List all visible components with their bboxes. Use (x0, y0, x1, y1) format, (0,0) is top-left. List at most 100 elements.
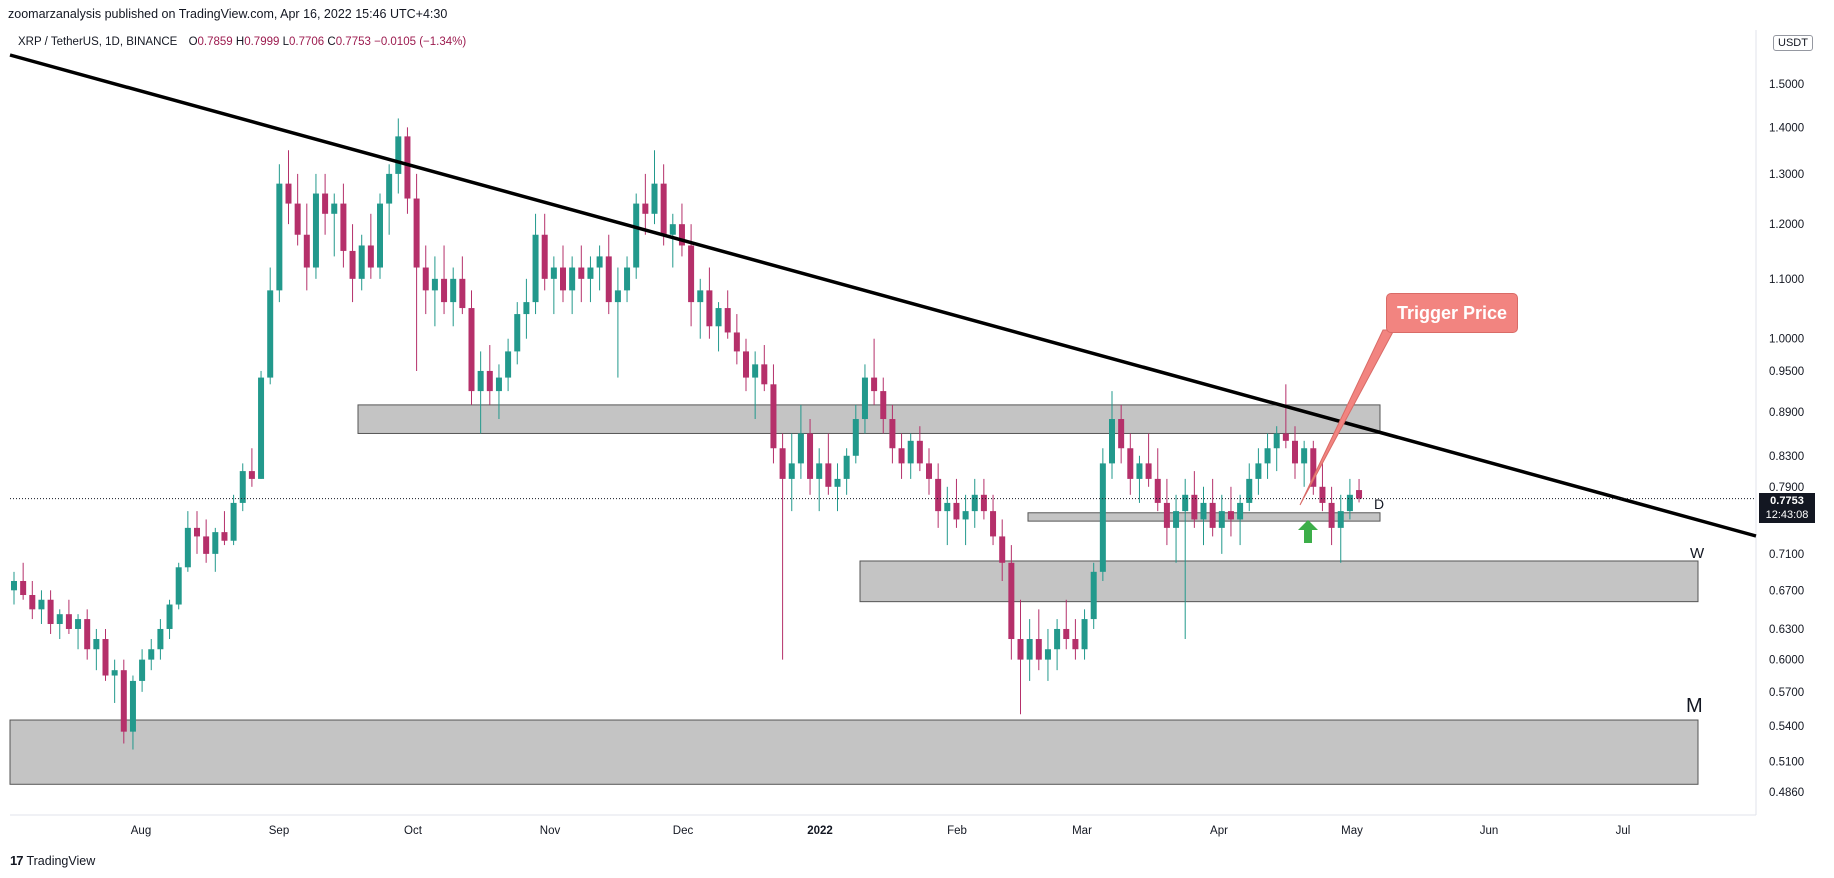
candle-body (743, 351, 749, 378)
candle-body (962, 511, 969, 520)
candle-body (816, 463, 823, 479)
candle-body (587, 267, 594, 279)
price-tick-label: 0.7900 (1769, 482, 1804, 494)
time-tick-label: Oct (404, 825, 423, 837)
candle-body (75, 619, 82, 629)
price-tick-label: 0.6000 (1769, 655, 1804, 667)
candle-body (1090, 571, 1097, 620)
candle-body (761, 364, 768, 385)
candle-body (1136, 463, 1143, 479)
change-value: −0.0105 (−1.34%) (374, 36, 467, 48)
price-tick-label: 0.5100 (1769, 757, 1804, 769)
candle-body (843, 455, 850, 479)
candle-body (953, 502, 960, 520)
close-value: 0.7753 (335, 36, 371, 48)
candle-body (1008, 562, 1015, 640)
candle-body (422, 267, 429, 291)
candle-body (935, 478, 942, 512)
candle-body (386, 173, 393, 204)
time-tick-label: Feb (947, 825, 967, 837)
candle-body (358, 245, 365, 279)
candle-body (1356, 490, 1363, 499)
candle-body (1026, 639, 1033, 660)
candle-body (505, 351, 512, 378)
close-label: C (327, 36, 336, 48)
candle-body (441, 278, 448, 303)
low-value: 0.7706 (289, 36, 325, 48)
candle-body (532, 234, 539, 303)
symbol-legend: XRP / TetherUS, 1D, BINANCE O0.7859 H0.7… (18, 36, 466, 48)
price-tick-label: 0.5400 (1769, 721, 1804, 733)
candle-body (11, 580, 17, 591)
candle-body (797, 433, 804, 464)
candle-body (1218, 511, 1225, 528)
candle-body (20, 580, 27, 596)
candle-body (560, 267, 566, 291)
price-tick-label: 1.2000 (1769, 219, 1804, 231)
candle-body (56, 614, 63, 625)
price-tick-label: 0.8900 (1769, 407, 1804, 419)
symbol-name[interactable]: XRP / TetherUS, 1D, BINANCE (18, 36, 178, 48)
candle-body (706, 290, 713, 327)
candle-body (1264, 448, 1271, 464)
zone-label-w: W (1690, 545, 1705, 562)
candle-body (285, 183, 292, 204)
candle-body (1301, 448, 1308, 464)
candle-body (807, 433, 814, 479)
candle-body (1237, 502, 1244, 520)
footer-brand: TradingView (26, 853, 96, 868)
candle-body (84, 619, 91, 650)
up-arrow-icon (1298, 520, 1318, 543)
candle-body (678, 224, 685, 246)
candle-body (1292, 440, 1298, 464)
candle-body (349, 250, 356, 279)
candle-body (184, 527, 191, 568)
candle-body (431, 278, 438, 291)
candle-body (1346, 494, 1353, 512)
candle-body (258, 377, 265, 479)
time-tick-label: Sep (269, 825, 289, 837)
candle-body (944, 502, 951, 512)
zone-label-d: D (1374, 496, 1384, 512)
candle-body (834, 478, 841, 487)
tradingview-footer[interactable]: 17 TradingView (10, 853, 95, 868)
candle-body (715, 308, 722, 327)
candle-body (294, 203, 301, 235)
candle-body (1099, 463, 1106, 572)
candle-body (1072, 639, 1079, 650)
candle-body (212, 532, 219, 554)
candle-body (642, 203, 649, 214)
price-tick-label: 1.4000 (1769, 122, 1804, 134)
candle-body (413, 198, 420, 268)
candle-body (861, 377, 868, 420)
candle-body (633, 203, 640, 268)
candle-body (248, 471, 255, 479)
current-price-value: 0.7753 (1770, 495, 1804, 507)
candle-body (1337, 511, 1344, 528)
candle-body (120, 670, 127, 732)
price-tick-label: 1.3000 (1769, 169, 1804, 181)
candle-body (852, 419, 859, 456)
candle-body (550, 267, 557, 279)
price-tick-label: 1.0000 (1769, 334, 1804, 346)
candle-body (468, 308, 475, 392)
time-tick-label: 2022 (807, 825, 833, 837)
price-tick-label: 0.7100 (1769, 549, 1804, 561)
time-tick-label: Dec (673, 825, 694, 837)
candle-body (486, 370, 493, 392)
candle-body (569, 267, 576, 291)
candle-body (1109, 419, 1115, 464)
high-value: 0.7999 (244, 36, 280, 48)
candle-body (660, 183, 667, 235)
candle-body (29, 595, 36, 610)
candle-body (1191, 494, 1198, 520)
candle-body (367, 245, 374, 268)
candle-body (1173, 511, 1180, 528)
candle-body (1035, 639, 1042, 660)
candle-body (770, 384, 777, 449)
candle-body (148, 649, 155, 660)
current-price-tag: 0.7753 12:43:08 (1759, 493, 1815, 523)
currency-unit-badge[interactable]: USDT (1773, 35, 1813, 51)
candle-body (889, 419, 896, 449)
